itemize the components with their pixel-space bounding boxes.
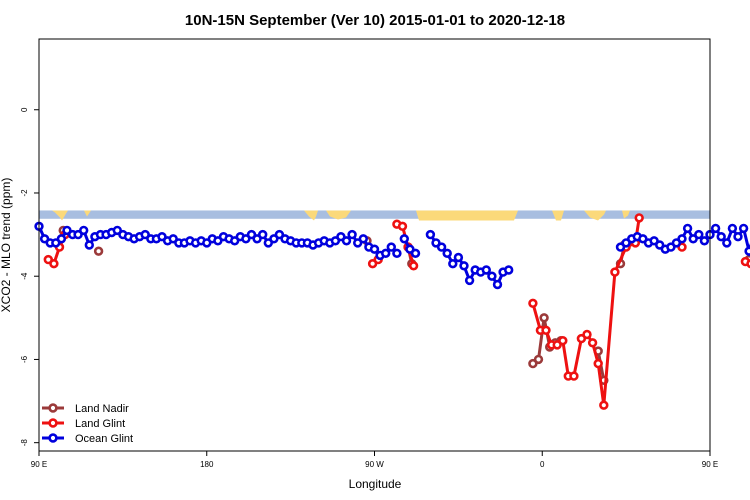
legend-marker: [48, 403, 58, 413]
data-point: [677, 234, 687, 244]
legend-marker: [48, 418, 58, 428]
data-point: [369, 244, 380, 254]
data-point: [408, 261, 419, 271]
land-ocean-band: [39, 210, 710, 221]
y-tick-label: 0: [20, 107, 29, 112]
legend-label: Land Glint: [75, 418, 125, 430]
data-point: [733, 232, 743, 242]
data-point: [84, 240, 95, 250]
data-point: [399, 234, 409, 244]
data-point: [746, 259, 750, 269]
data-point: [738, 223, 749, 234]
data-point: [386, 242, 396, 252]
data-point: [436, 242, 447, 252]
y-tick-label: -6: [20, 355, 29, 363]
legend-item: Land Glint: [42, 418, 125, 430]
x-axis-label: Longitude: [349, 477, 402, 491]
land-shape: [416, 210, 518, 221]
data-point: [93, 246, 104, 256]
data-point: [533, 354, 544, 365]
data-point: [258, 229, 268, 240]
data-point: [539, 313, 549, 323]
data-point: [610, 267, 620, 277]
legend-marker: [48, 433, 58, 443]
data-point: [744, 246, 750, 256]
x-tick-label: 90 W: [365, 460, 384, 469]
data-point: [528, 298, 538, 308]
series-layer: [34, 213, 750, 410]
data-point: [716, 232, 726, 242]
ocean-band: [39, 210, 710, 219]
data-point: [347, 229, 357, 240]
data-point: [358, 234, 368, 244]
land-shape: [326, 210, 351, 220]
data-point: [442, 248, 452, 259]
data-point: [727, 223, 738, 234]
data-point: [49, 259, 59, 269]
data-point: [492, 279, 503, 290]
data-point: [453, 252, 464, 263]
data-point: [78, 225, 89, 236]
data-point: [694, 229, 704, 240]
data-point: [504, 265, 514, 275]
data-point: [541, 325, 551, 335]
x-tick-label: 0: [540, 460, 545, 469]
data-point: [558, 336, 568, 346]
data-point: [487, 271, 497, 281]
data-point: [481, 265, 491, 275]
x-tick-label: 180: [200, 460, 214, 469]
data-point: [464, 275, 475, 286]
y-tick-label: -4: [20, 272, 29, 280]
data-point: [722, 238, 732, 248]
y-tick-label: -8: [20, 439, 29, 447]
data-point: [569, 371, 579, 381]
data-point: [593, 358, 603, 369]
land-shape: [622, 210, 630, 219]
y-axis-label: XCO2 - MLO trend (ppm): [0, 178, 13, 313]
y-tick-label: -2: [20, 189, 29, 197]
data-point: [448, 259, 458, 269]
x-tick-label: 90 E: [702, 460, 718, 469]
data-point: [710, 223, 721, 234]
data-point: [699, 236, 710, 246]
land-shape: [552, 210, 564, 221]
data-point: [634, 213, 644, 223]
chart-title: 10N-15N September (Ver 10) 2015-01-01 to…: [185, 12, 565, 29]
legend-item: Ocean Glint: [42, 433, 133, 445]
data-point: [459, 261, 469, 271]
land-shape: [52, 210, 68, 221]
series-land-nadir: [52, 225, 750, 385]
data-point: [397, 221, 408, 232]
data-point: [582, 329, 592, 340]
x-tick-label: 90 E: [31, 460, 47, 469]
data-point: [410, 248, 421, 259]
land-shape: [304, 210, 318, 221]
data-point: [341, 236, 352, 246]
series-ocean-glint: [34, 221, 750, 290]
data-point: [425, 229, 436, 240]
data-point: [392, 248, 402, 259]
legend-label: Ocean Glint: [75, 433, 133, 445]
land-shape: [84, 210, 91, 217]
legend: Land Nadir Land Glint Ocean Glint: [42, 403, 133, 445]
axes: 90 E 180 90 W 0 90 E 0 -2 -4 -6 -8: [20, 107, 718, 469]
data-point: [599, 400, 609, 410]
data-point: [587, 338, 598, 348]
data-point: [381, 248, 391, 259]
data-point: [682, 223, 693, 234]
legend-label: Land Nadir: [75, 403, 129, 415]
legend-item: Land Nadir: [42, 403, 129, 415]
data-point: [56, 234, 67, 244]
land-shape: [584, 210, 606, 221]
